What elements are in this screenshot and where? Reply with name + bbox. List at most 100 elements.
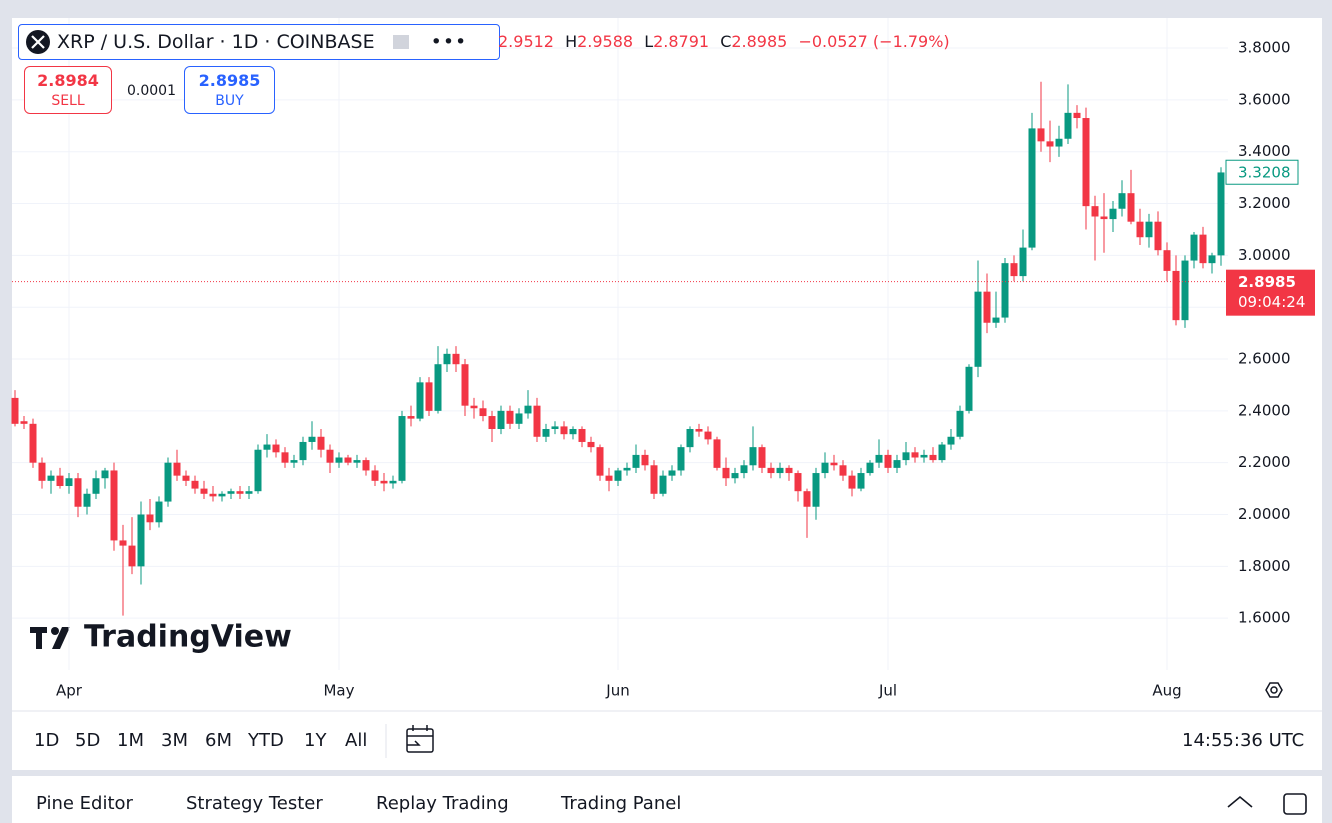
candle-body <box>1055 138 1063 147</box>
candle-body <box>884 454 892 468</box>
candle-body <box>533 405 541 437</box>
y-tick-label: 2.0000 <box>1238 505 1291 523</box>
countdown: 09:04:24 <box>1238 293 1305 311</box>
y-tick-label: 3.6000 <box>1238 90 1291 108</box>
ohlc-legend: 2.9512 H2.9588 L2.8791 C2.8985 −0.0527 (… <box>498 32 950 51</box>
candle-body <box>497 410 505 429</box>
candle-body <box>344 457 352 463</box>
open: 2.9512 <box>498 32 554 51</box>
low-label: L <box>644 32 654 51</box>
candle-body <box>155 501 163 523</box>
candle-body <box>668 470 676 476</box>
symbol-header[interactable]: XRP / U.S. Dollar · 1D · COINBASE ••• <box>18 24 500 60</box>
candle-body <box>857 473 865 489</box>
candle-body <box>956 410 964 437</box>
candle-body <box>623 467 631 471</box>
range-button[interactable]: 6M <box>205 730 232 751</box>
sell-button[interactable]: 2.8984 SELL <box>24 66 112 114</box>
candle-body <box>785 467 793 474</box>
candle-body <box>992 317 1000 323</box>
settings-icon[interactable] <box>1265 682 1283 698</box>
candle-body <box>1019 247 1027 277</box>
buy-button[interactable]: 2.8985 BUY <box>184 66 275 114</box>
candle-body <box>749 447 757 466</box>
collapse-icon[interactable] <box>1227 795 1253 808</box>
range-button[interactable]: 5D <box>75 730 101 751</box>
more-icon[interactable]: ••• <box>430 31 468 53</box>
tab[interactable]: Strategy Tester <box>186 793 323 814</box>
candle-body <box>560 426 568 435</box>
sell-price: 2.8984 <box>37 71 99 90</box>
candle-body <box>650 465 658 494</box>
candle-body <box>686 428 694 448</box>
candle-body <box>632 454 640 468</box>
candle-body <box>1127 193 1135 222</box>
last-price-label: 2.8985 <box>1238 273 1296 291</box>
candle-body <box>119 540 127 546</box>
candle-body <box>1136 221 1144 238</box>
flag-icon[interactable] <box>392 35 409 49</box>
candle-body <box>938 444 946 461</box>
candle-body <box>272 444 280 453</box>
date-range-icon[interactable] <box>406 725 434 753</box>
buy-price: 2.8985 <box>198 71 261 90</box>
candle-body <box>65 478 73 487</box>
maximize-icon[interactable] <box>1283 793 1307 815</box>
candle-body <box>695 428 703 432</box>
candle-body <box>227 491 235 494</box>
candle-body <box>452 353 460 365</box>
candle-body <box>326 449 334 463</box>
buy-label: BUY <box>215 93 244 109</box>
tab[interactable]: Replay Trading <box>376 793 509 814</box>
candle-body <box>1109 208 1117 220</box>
candle-body <box>47 475 55 481</box>
candle-body <box>722 467 730 479</box>
x-tick-label: Aug <box>1152 682 1181 700</box>
candle-body <box>947 436 955 445</box>
range-button[interactable]: 1M <box>117 730 144 751</box>
candle-body <box>308 436 316 442</box>
candle-body <box>731 473 739 479</box>
low: 2.8791 <box>653 32 710 51</box>
candle-body <box>218 493 226 497</box>
candle-body <box>1037 128 1045 142</box>
change: −0.0527 (−1.79%) <box>798 32 950 51</box>
candle-body <box>470 405 478 409</box>
xrp-icon <box>26 30 50 54</box>
marker-price-box <box>1225 159 1299 185</box>
range-button[interactable]: 1D <box>34 730 60 751</box>
candle-body <box>38 462 46 481</box>
candles <box>11 81 1225 616</box>
range-button[interactable]: YTD <box>248 730 284 751</box>
marker-price-label: 3.3208 <box>1238 164 1291 182</box>
candle-body <box>1091 206 1099 217</box>
candle-body <box>128 545 136 567</box>
candle-body <box>245 491 253 494</box>
candle-body <box>902 452 910 461</box>
candle-body <box>83 493 91 507</box>
candle-body <box>488 416 496 429</box>
candle-body <box>1217 172 1225 256</box>
tab[interactable]: Trading Panel <box>561 793 682 814</box>
candle-body <box>848 475 856 489</box>
y-tick-label: 3.0000 <box>1238 246 1291 264</box>
candle-body <box>974 291 982 367</box>
tab[interactable]: Pine Editor <box>36 793 133 814</box>
spread: 0.0001 <box>127 83 176 99</box>
candle-body <box>875 454 883 463</box>
candle-body <box>929 454 937 461</box>
range-button[interactable]: 3M <box>161 730 188 751</box>
candle-body <box>92 478 100 494</box>
candle-body <box>1082 118 1090 207</box>
clock: 14:55:36 UTC <box>1182 730 1305 751</box>
candle-body <box>1208 255 1216 264</box>
candle-body <box>1199 234 1207 264</box>
range-button[interactable]: 1Y <box>304 730 327 751</box>
candle-body <box>416 382 424 419</box>
candle-body <box>236 491 244 494</box>
close: 2.8985 <box>731 32 788 51</box>
logo: TradingView <box>84 620 292 655</box>
range-button[interactable]: All <box>345 730 368 751</box>
